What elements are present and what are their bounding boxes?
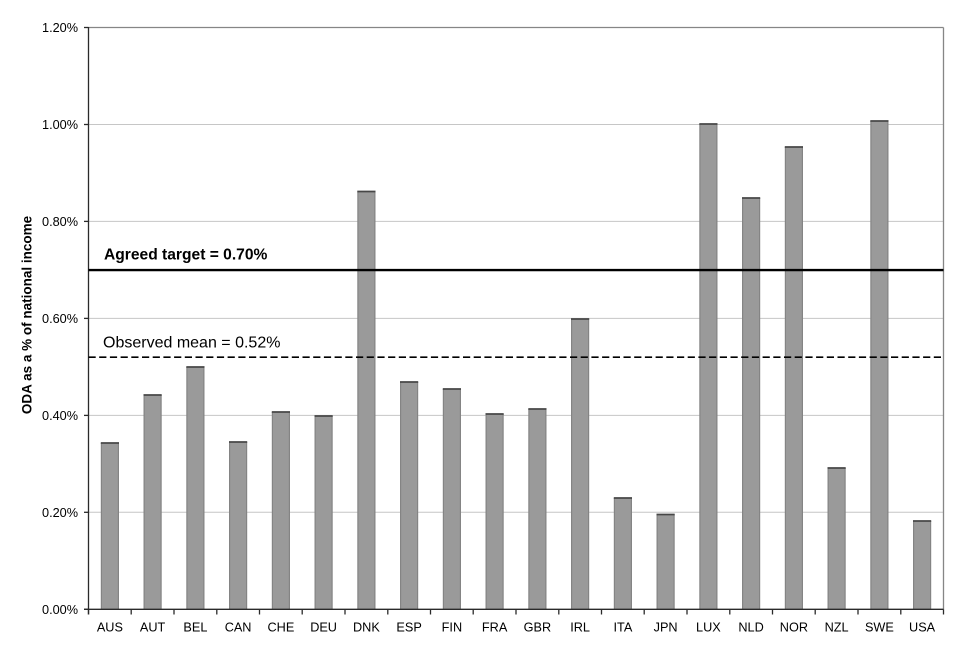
svg-text:1.20%: 1.20% [42,21,78,35]
svg-text:FIN: FIN [442,621,462,635]
svg-text:NZL: NZL [825,621,849,635]
svg-text:Agreed target = 0.70%: Agreed target = 0.70% [104,247,268,264]
svg-text:IRL: IRL [570,621,590,635]
svg-text:0.80%: 0.80% [42,215,78,229]
svg-text:1.00%: 1.00% [42,118,78,132]
svg-text:AUS: AUS [97,621,123,635]
svg-text:CHE: CHE [268,621,295,635]
svg-text:USA: USA [909,621,936,635]
svg-text:SWE: SWE [865,621,894,635]
svg-text:NLD: NLD [738,621,763,635]
svg-text:ODA as a % of national income: ODA as a % of national income [20,215,35,414]
svg-text:NOR: NOR [780,621,808,635]
svg-text:ITA: ITA [614,621,633,635]
svg-text:0.20%: 0.20% [42,506,78,520]
svg-text:LUX: LUX [696,621,721,635]
svg-text:GBR: GBR [524,621,552,635]
svg-text:ESP: ESP [396,621,421,635]
svg-text:0.00%: 0.00% [42,603,78,617]
svg-text:FRA: FRA [482,621,508,635]
svg-text:DNK: DNK [353,621,380,635]
svg-text:AUT: AUT [140,621,166,635]
svg-text:0.40%: 0.40% [42,409,78,423]
svg-text:DEU: DEU [310,621,337,635]
svg-text:JPN: JPN [654,621,678,635]
svg-text:CAN: CAN [225,621,252,635]
svg-text:Observed mean = 0.52%: Observed mean = 0.52% [103,335,280,352]
svg-text:0.60%: 0.60% [42,312,78,326]
svg-text:BEL: BEL [183,621,207,635]
